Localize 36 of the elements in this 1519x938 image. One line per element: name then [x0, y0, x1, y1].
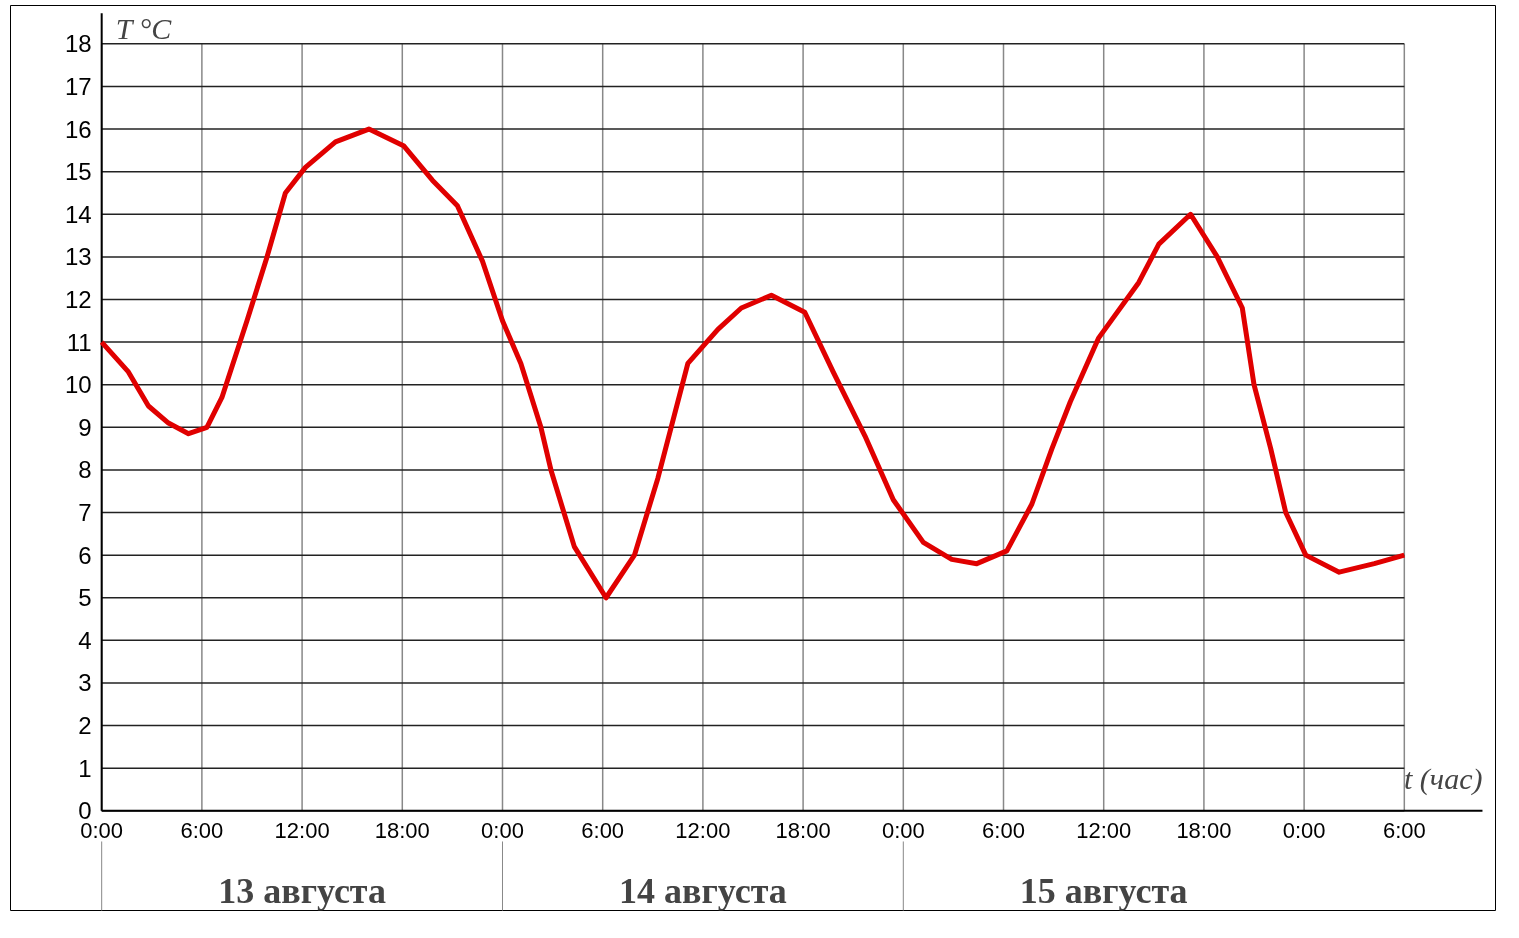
y-tick-label: 10	[64, 371, 92, 399]
x-axis-title: t (час)	[1404, 762, 1483, 797]
x-tick-label: 6:00	[180, 817, 224, 843]
y-tick-label: 14	[64, 200, 92, 228]
y-axis-title: T °C	[115, 12, 173, 46]
y-tick-label: 18	[64, 30, 92, 58]
text: 14 августа	[619, 870, 787, 911]
x-tick-label: 0:00	[881, 817, 925, 843]
x-tick-label: 12:00	[1076, 817, 1132, 843]
text: 13 августа	[218, 870, 386, 911]
x-tick-label: 18:00	[1176, 817, 1232, 843]
x-tick-label: 18:00	[374, 817, 430, 843]
y-tick-label: 9	[78, 413, 92, 441]
y-tick-label: 17	[64, 72, 92, 100]
y-tick-label: 7	[78, 499, 92, 527]
x-tick-label: 18:00	[775, 817, 831, 843]
x-tick-label: 6:00	[1382, 817, 1426, 843]
y-tick-label: 11	[66, 328, 92, 356]
y-tick-label: 15	[64, 158, 92, 186]
y-tick-label: 1	[78, 754, 92, 782]
y-tick-label: 6	[78, 541, 92, 569]
y-tick-label: 2	[78, 712, 92, 740]
y-tick-label: 13	[64, 243, 92, 271]
y-tick-label: 5	[78, 584, 92, 612]
x-tick-label: 12:00	[675, 817, 731, 843]
x-tick-label: 6:00	[581, 817, 625, 843]
y-tick-label: 8	[78, 456, 92, 484]
x-tick-label: 12:00	[274, 817, 330, 843]
y-tick-label: 4	[78, 626, 92, 654]
y-tick-label: 12	[64, 286, 92, 313]
y-tick-label: 16	[64, 115, 92, 143]
x-tick-label: 0:00	[481, 817, 524, 843]
x-tick-label: 0:00	[1282, 817, 1326, 843]
y-tick-label: 3	[78, 669, 92, 697]
x-tick-label: 6:00	[982, 817, 1025, 843]
text: 15 августа	[1019, 870, 1188, 911]
